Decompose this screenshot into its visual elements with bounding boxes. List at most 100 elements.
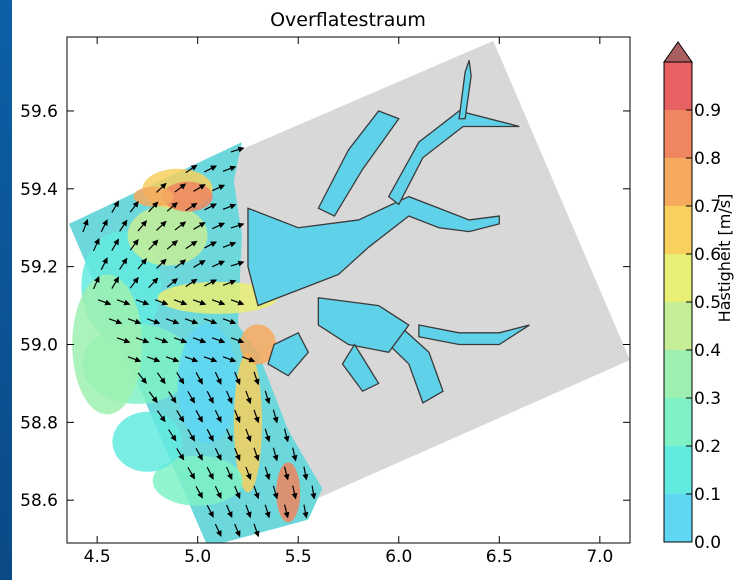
current-arrow-head <box>199 299 207 306</box>
speed-patch <box>133 186 174 207</box>
fjord-arm <box>317 297 410 353</box>
speed-patch <box>240 324 277 365</box>
current-arrow-head <box>208 396 214 404</box>
x-tick-label: 4.5 <box>84 547 111 567</box>
fjord-water <box>247 60 530 404</box>
colorbar-segment <box>664 494 692 542</box>
colorbar-tick-label: 0.0 <box>694 533 721 553</box>
current-arrow-head <box>216 416 222 423</box>
colorbar-tick-label: 0.7 <box>694 197 721 217</box>
current-arrow-head <box>197 415 203 423</box>
current-arrow-head <box>227 473 233 481</box>
current-arrow-head <box>132 200 139 208</box>
current-arrow-head <box>171 202 179 209</box>
y-tick-label: 58.6 <box>20 491 58 511</box>
current-arrow-head <box>237 299 245 306</box>
current-map-chart: Overflatestraum 4.5 5.0 5.5 6.0 6.5 7.0 58.65… <box>20 9 734 567</box>
x-tick-label: 6.0 <box>385 547 412 567</box>
current-arrow-head <box>190 202 198 209</box>
current-arrow-head <box>132 238 139 246</box>
speed-patch <box>276 462 301 523</box>
current-arrow-head <box>179 183 187 190</box>
colorbar-tick-label: 0.9 <box>694 101 721 121</box>
colorbar-tick-label: 0.6 <box>694 245 721 265</box>
current-arrow-head <box>264 473 271 481</box>
current-arrow-head <box>172 318 180 325</box>
speed-patch <box>127 205 208 266</box>
speed-patch <box>112 411 183 472</box>
current-arrow-head <box>245 397 252 405</box>
current-arrow-head <box>218 260 226 267</box>
colorbar-segment <box>664 302 692 350</box>
current-arrow-head <box>104 299 112 306</box>
current-arrow-head <box>283 511 290 519</box>
x-axis: 4.5 5.0 5.5 6.0 6.5 7.0 <box>84 37 613 567</box>
current-arrow-head <box>171 278 179 285</box>
current-arrow-head <box>216 492 222 499</box>
current-arrow-head <box>180 299 188 306</box>
current-arrow-head <box>191 318 199 325</box>
current-arrow-head <box>152 277 159 284</box>
speed-patch <box>72 274 143 415</box>
current-arrow-head <box>171 240 179 247</box>
current-arrow-head <box>208 510 214 518</box>
x-tick-label: 6.5 <box>486 547 513 567</box>
y-tick-label: 59.2 <box>20 258 58 278</box>
current-arrow-head <box>210 279 217 285</box>
colorbar-label: Hastigheit [m/s] <box>715 194 734 323</box>
figure-panel: Overflatestraum 4.5 5.0 5.5 6.0 6.5 7.0 58.6 5… <box>12 0 750 580</box>
current-arrow-head <box>248 356 256 363</box>
current-arrow-head <box>115 318 123 325</box>
current-arrow-head <box>245 473 252 481</box>
colorbar-segment <box>664 446 692 494</box>
current-arrow-head <box>291 454 298 462</box>
fjord-arm <box>341 343 380 393</box>
current-arrow-head <box>227 397 233 405</box>
colorbar-tick-label: 0.5 <box>694 293 721 313</box>
current-arrow-head <box>142 337 150 344</box>
current-arrow-head <box>237 337 245 344</box>
current-arrow-head <box>229 356 237 363</box>
colorbar: 0.0 0.1 0.2 0.3 0.4 0.5 0.6 0.7 0.8 0.9 <box>663 41 721 553</box>
colorbar-segment <box>664 62 692 110</box>
current-arrow-head <box>94 276 100 283</box>
current-arrow-head <box>123 337 131 344</box>
current-arrow-head <box>198 184 206 190</box>
speed-patch <box>157 281 278 314</box>
current-arrow-head <box>234 530 241 538</box>
colorbar-tick-label: 0.8 <box>694 149 721 169</box>
current-arrow-head <box>264 435 271 443</box>
current-arrow-head <box>237 260 245 267</box>
current-arrow-head <box>234 416 241 424</box>
current-arrows <box>82 146 317 538</box>
current-arrow-head <box>253 416 260 424</box>
current-arrow-head <box>121 219 128 227</box>
current-arrow-head <box>302 511 309 519</box>
current-arrow-head <box>245 511 252 519</box>
current-arrow-head <box>113 200 120 208</box>
colorbar-segment <box>664 206 692 254</box>
current-arrow-head <box>210 241 217 247</box>
x-tick-label: 5.5 <box>285 547 312 567</box>
colorbar-tick-label: 0.4 <box>694 341 721 361</box>
current-arrow-head <box>159 415 166 423</box>
plot-area <box>67 37 630 543</box>
current-arrow-head <box>310 492 317 500</box>
y-axis: 58.6 58.8 59.0 59.2 59.4 59.6 <box>20 102 630 511</box>
current-arrow-head <box>179 221 187 228</box>
current-arrow-head <box>160 258 167 266</box>
fjord-arm <box>387 110 520 206</box>
current-arrow-head <box>218 222 226 229</box>
current-arrow-head <box>178 377 185 385</box>
current-arrow-head <box>94 238 100 245</box>
current-arrow-head <box>227 511 233 519</box>
current-arrow-head <box>102 257 108 265</box>
colorbar-tick-label: 0.1 <box>694 485 721 505</box>
current-arrow-head <box>189 434 196 442</box>
current-arrow-head <box>198 260 206 266</box>
y-tick-label: 59.4 <box>20 180 58 200</box>
current-arrow-head <box>170 396 177 404</box>
colorbar-segment <box>664 350 692 398</box>
current-arrow-head <box>189 396 196 404</box>
